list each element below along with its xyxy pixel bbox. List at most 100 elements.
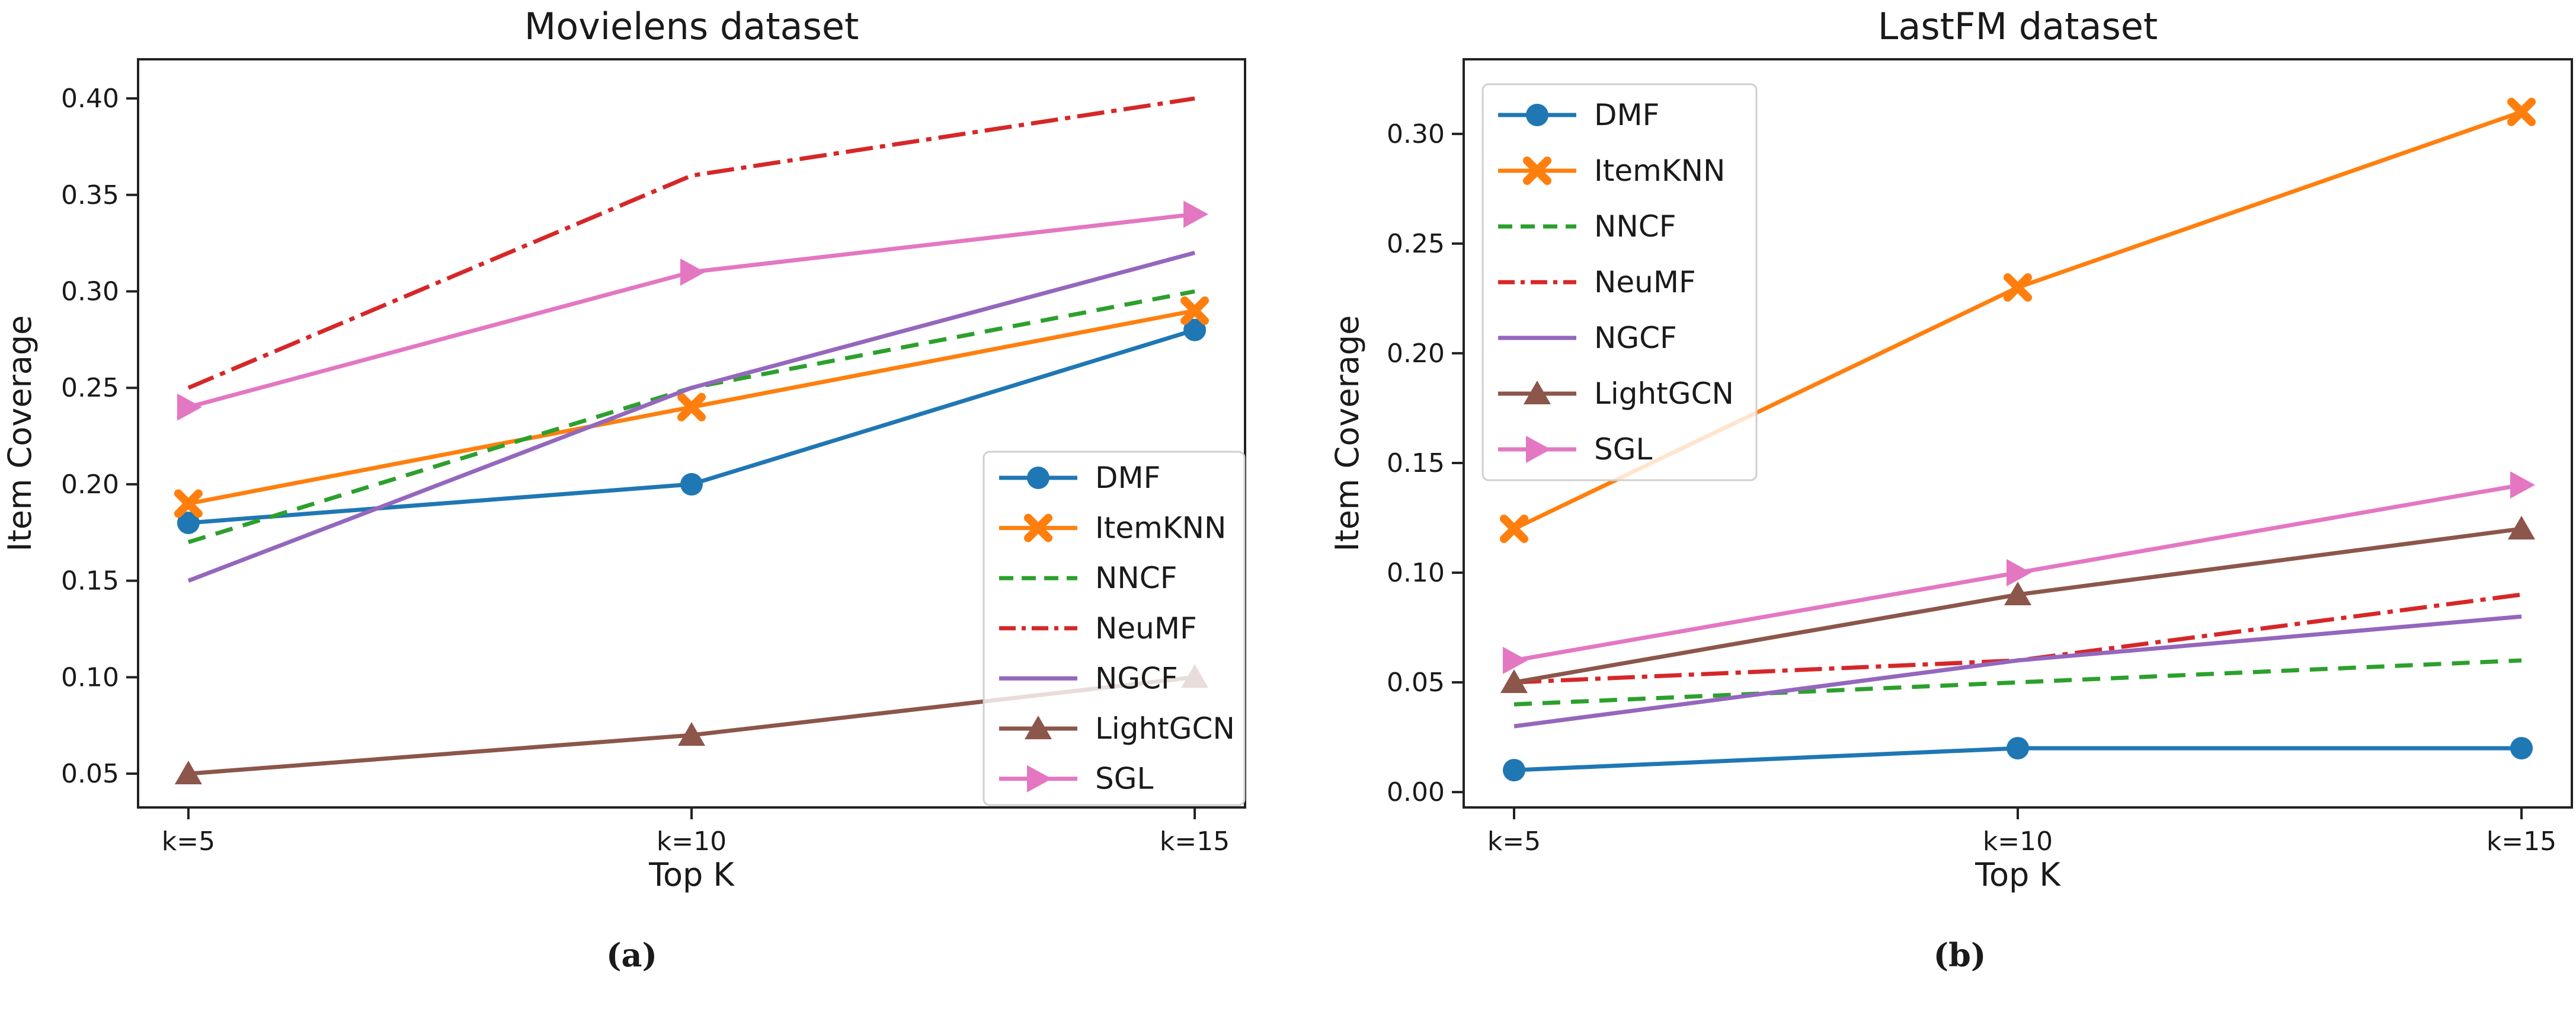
series-marker-ItemKNN [2004,273,2032,302]
legend-sample-marker [1024,513,1052,542]
series-marker-LightGCN [1500,669,1528,694]
legend-entry-ItemKNN: ItemKNN [1498,154,1725,188]
y-tick-label: 0.30 [1387,119,1445,149]
series-marker-DMF [1503,759,1525,782]
y-tick-label: 0.15 [61,566,119,596]
series-marker-SGL [2007,559,2031,587]
y-axis-label: Item Coverage [1,315,39,552]
x-axis-label: Top K [1975,856,2061,893]
chart-title: Movielens dataset [524,5,859,48]
chart-movielens: Movielens dataset Item Coverage Top K 0.… [1,5,1246,893]
legend-label: LightGCN [1594,376,1734,411]
plot-area-movielens: 0.05 0.10 0.15 0.20 0.25 0.30 0.35 0.40 k=5 k=10 k… [61,58,1246,857]
series-line-NeuMF [1513,592,2522,685]
y-tick-label: 0.05 [1387,668,1445,698]
x-tick-label: k=15 [2487,826,2556,857]
legend-entry-NeuMF: NeuMF [1498,265,1696,299]
legend-sample-marker [1526,104,1548,126]
series-marker-ItemKNN [1180,296,1209,325]
series-marker-LightGCN [678,721,705,746]
series-marker-LightGCN [174,761,202,785]
legend-entry-DMF: DMF [999,461,1160,495]
legend-sample-marker [1523,157,1551,185]
x-axis-label: Top K [648,856,735,893]
x-tick-label: k=10 [1983,826,2053,857]
legend-entry-NNCF: NNCF [999,561,1177,595]
y-tick-label: 0.05 [61,759,119,789]
x-tick-label: k=5 [1487,826,1541,857]
legend-label: DMF [1594,98,1659,132]
legend-entry-SGL: SGL [999,762,1153,796]
legend-label: NGCF [1594,321,1677,355]
x-tick-label: k=15 [1160,826,1230,857]
series-marker-DMF [2510,737,2533,760]
y-tick-label: 0.10 [61,662,119,692]
plot-area-lastfm: 0.00 0.05 0.10 0.15 0.20 0.25 0.30 k=5 k=10 k=15 D… [1387,58,2573,857]
series-marker-ItemKNN [1500,514,1528,543]
legend-entry-LightGCN: LightGCN [999,711,1235,746]
y-tick-label: 0.10 [1387,558,1445,588]
y-tick-label: 0.20 [1387,339,1445,369]
legend-label: NeuMF [1095,611,1197,646]
legend-box [1481,83,1758,481]
legend-entry-DMF: DMF [1498,98,1659,132]
series-marker-ItemKNN [174,489,203,518]
legend-label: NNCF [1095,561,1177,595]
legend-label: NGCF [1095,661,1178,695]
y-tick-label: 0.30 [61,276,119,306]
legend-sample-marker [1025,716,1052,739]
legend-label: ItemKNN [1095,511,1226,545]
series-marker-SGL [177,393,202,421]
legend-label: SGL [1095,762,1153,796]
y-tick-label: 0.35 [61,180,119,210]
caption-b: (b) [1934,936,1986,974]
series-line-NeuMF [187,96,1195,390]
legend-label: NeuMF [1594,265,1696,299]
y-tick-label: 0.00 [1387,777,1445,807]
legend-label: SGL [1594,432,1652,467]
legend-label: NNCF [1594,209,1676,244]
legend-sample-marker [1526,436,1551,463]
series-marker-DMF [680,472,703,496]
series-marker-SGL [1183,200,1209,228]
legend-sample-marker [1027,765,1052,793]
legend-sample-marker [1524,381,1551,404]
series-marker-ItemKNN [677,392,706,422]
y-tick-label: 0.20 [61,470,119,500]
legend-label: DMF [1095,461,1160,495]
y-axis-label: Item Coverage [1329,315,1366,552]
legend-entry-NNCF: NNCF [1498,209,1676,244]
legend: DMF ItemKNN NNCF NeuMF NGCF LightGCN SGL [983,451,1246,806]
series-marker-DMF [1183,318,1207,341]
chart-lastfm: LastFM dataset Item Coverage Top K 0.000… [1329,5,2573,893]
series-marker-SGL [2510,471,2535,499]
y-tick-label: 0.40 [61,84,119,114]
series-line-NGCF [1513,614,2522,729]
legend-entry-NeuMF: NeuMF [999,611,1197,646]
series-line-NGCF [187,251,1196,583]
y-tick-label: 0.25 [1387,229,1445,259]
series-marker-LightGCN [2004,582,2031,606]
x-tick-label: k=10 [657,826,727,857]
y-tick-label: 0.25 [61,373,119,403]
legend-entry-NGCF: NGCF [999,661,1178,695]
x-tick-label: k=5 [162,826,215,857]
legend-label: LightGCN [1095,711,1235,746]
legend: DMF ItemKNN NNCF NeuMF NGCF LightGCN SGL [1481,83,1758,481]
series-marker-SGL [1503,647,1528,675]
legend-entry-SGL: SGL [1498,432,1652,467]
legend-sample-marker [1027,467,1049,489]
series-marker-DMF [2007,737,2029,760]
legend-label: ItemKNN [1594,154,1725,188]
legend-entry-LightGCN: LightGCN [1498,376,1734,411]
series-marker-LightGCN [2508,515,2535,539]
y-tick-label: 0.15 [1387,448,1445,478]
legend-entry-NGCF: NGCF [1498,321,1677,355]
series-line-NNCF [1513,658,2522,707]
series-marker-DMF [177,511,200,534]
caption-a: (a) [606,936,657,974]
series-marker-ItemKNN [2507,97,2536,126]
chart-title: LastFM dataset [1878,5,2158,48]
